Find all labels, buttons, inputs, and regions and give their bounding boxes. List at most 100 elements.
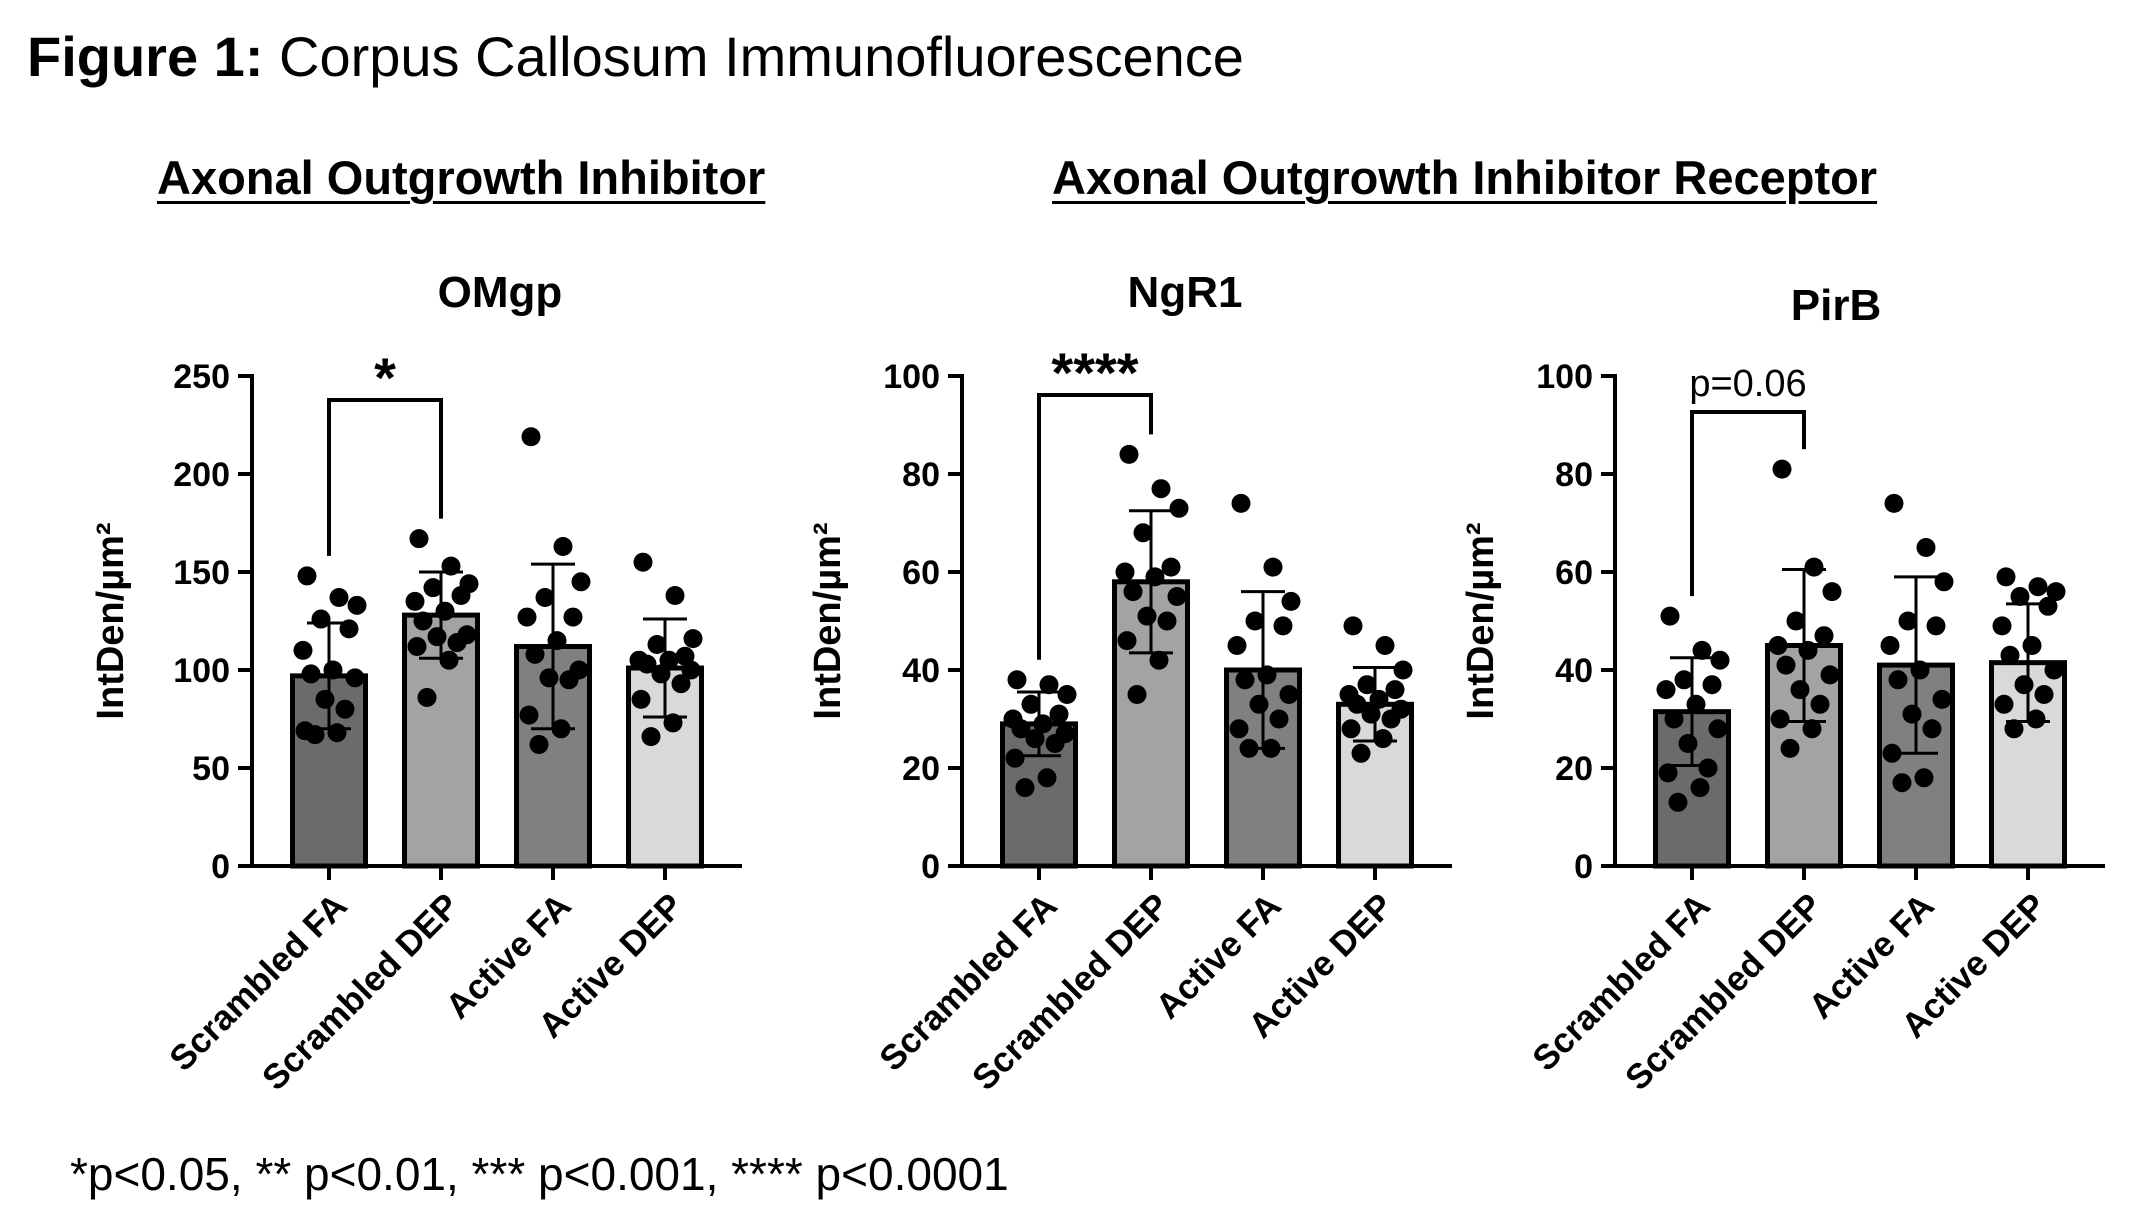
y-tick-label: 80 [1555,456,1593,494]
data-point [315,689,335,709]
y-tick-label: 20 [1555,750,1593,788]
data-point [1161,557,1181,577]
data-point [301,664,321,684]
data-point [1814,626,1834,646]
y-tick-label: 20 [902,750,940,788]
data-point [1770,709,1790,729]
data-point [405,591,425,611]
data-point [1678,734,1698,753]
data-point [297,566,317,586]
data-point [1263,557,1283,577]
section-heading-receptor: Axonal Outgrowth Inhibitor Receptor [1052,151,1878,204]
data-point [1169,498,1189,518]
section-heading-inhibitor: Axonal Outgrowth Inhibitor [157,151,766,204]
y-tick-label: 100 [883,358,940,396]
data-point [1261,738,1281,758]
y-tick-label: 0 [211,848,230,886]
data-point [329,587,349,607]
data-point [345,668,365,688]
data-point [1892,773,1912,793]
data-point [1279,685,1299,704]
data-point [535,587,555,607]
data-point [2004,719,2024,739]
data-point [1926,616,1946,636]
significance-bracket [1690,410,1806,597]
data-point [551,719,571,739]
data-point [2014,675,2034,695]
y-tick-label: 0 [921,848,940,886]
y-tick-label: 50 [192,750,230,788]
y-axis-label: IntDen/µm² [807,522,849,719]
y-tick-label: 40 [1555,652,1593,690]
data-point [1033,714,1053,734]
data-point [1115,562,1135,582]
significance-footnote: *p<0.05, ** p<0.01, *** p<0.001, **** p<… [70,1148,1009,1200]
data-point [2022,636,2042,655]
data-point [347,595,367,615]
data-point [529,734,549,754]
data-point [1021,694,1041,714]
data-point [559,670,579,690]
data-point [1373,729,1393,749]
data-point [1668,792,1688,812]
y-tick-label: 100 [1536,358,1593,396]
data-point [1822,582,1842,602]
data-point [1708,719,1728,739]
data-point [519,705,539,725]
data-point [1790,680,1810,700]
data-point [327,723,347,743]
data-point [1698,758,1718,778]
data-point [1934,572,1954,592]
data-point [1804,557,1824,577]
data-point [647,635,667,655]
data-point [1820,665,1840,685]
data-point [1057,685,1077,704]
data-point [1343,616,1363,636]
data-point [335,699,355,719]
data-point [339,619,359,639]
data-point [451,586,471,606]
data-point [1802,719,1822,739]
data-point [1776,655,1796,675]
y-tick-label: 0 [1574,848,1593,886]
data-point [1257,665,1277,685]
chart-title: PirB [1791,281,1881,330]
data-point [1798,640,1818,660]
significance-label: p=0.06 [1689,363,1806,405]
data-point [2028,577,2048,597]
data-point [1393,660,1413,680]
data-point [1049,704,1069,724]
data-point [633,552,653,572]
x-tick-label: Scrambled DEP [1618,886,1830,1098]
data-point [1037,768,1057,788]
data-point [659,650,679,670]
data-point [1361,704,1381,724]
data-point [1151,479,1171,499]
data-point [631,689,651,709]
data-point [1245,611,1265,631]
data-point [1692,640,1712,660]
data-point [311,609,331,629]
x-tick-label: Scrambled DEP [965,886,1177,1098]
data-point [1119,444,1139,464]
data-point [1357,675,1377,695]
data-point [1025,729,1045,749]
data-point [1674,670,1694,690]
data-point [2010,587,2030,606]
data-point [1996,567,2016,587]
data-point [305,725,325,745]
data-point [1007,670,1027,690]
data-point [439,650,459,670]
data-point [1686,694,1706,714]
data-point [553,537,573,557]
data-point [1011,719,1031,739]
data-point [665,586,685,606]
data-point [1702,675,1722,695]
data-point [423,578,443,598]
data-point [571,572,591,592]
data-point [1273,616,1293,636]
data-point [663,713,683,733]
data-point [547,631,567,651]
data-point [441,556,461,576]
